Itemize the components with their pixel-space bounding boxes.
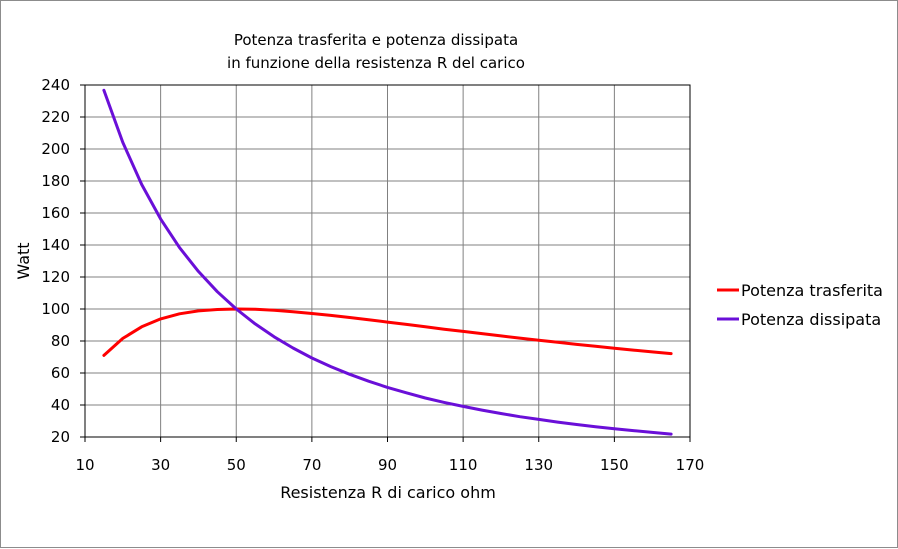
x-tick-label: 130 xyxy=(524,456,553,474)
series-line-potenza-trasferita xyxy=(102,307,673,357)
y-tick-label: 240 xyxy=(41,76,70,94)
x-tick-label: 10 xyxy=(75,456,94,474)
grid xyxy=(85,85,690,437)
series-line-potenza-dissipata xyxy=(102,88,673,436)
y-tick-label: 220 xyxy=(41,108,70,126)
x-tick-label: 70 xyxy=(302,456,321,474)
y-tick-labels: 20 40 60 80 100 120 140 160 180 200 220 240 xyxy=(41,76,85,446)
x-tick-labels: 10 30 50 70 90 110 130 150 170 xyxy=(75,437,704,474)
chart-title-line-2: in funzione della resistenza R del caric… xyxy=(227,54,525,72)
y-axis-label: Watt xyxy=(14,242,33,279)
legend-label: Potenza dissipata xyxy=(741,310,881,329)
y-tick-label: 40 xyxy=(51,396,70,414)
x-axis-label: Resistenza R di carico ohm xyxy=(280,483,496,502)
x-tick-label: 170 xyxy=(676,456,705,474)
y-tick-label: 80 xyxy=(51,332,70,350)
chart-title-line-1: Potenza trasferita e potenza dissipata xyxy=(234,31,518,49)
series-lines xyxy=(102,88,673,436)
x-tick-label: 110 xyxy=(449,456,478,474)
y-tick-label: 180 xyxy=(41,172,70,190)
y-tick-label: 120 xyxy=(41,268,70,286)
legend: Potenza trasferita Potenza dissipata xyxy=(717,281,883,329)
y-tick-label: 100 xyxy=(41,300,70,318)
y-tick-label: 20 xyxy=(51,428,70,446)
y-tick-label: 200 xyxy=(41,140,70,158)
y-tick-label: 160 xyxy=(41,204,70,222)
legend-label: Potenza trasferita xyxy=(741,281,883,300)
x-tick-label: 30 xyxy=(151,456,170,474)
x-tick-label: 50 xyxy=(227,456,246,474)
x-tick-label: 90 xyxy=(378,456,397,474)
y-tick-label: 60 xyxy=(51,364,70,382)
y-tick-label: 140 xyxy=(41,236,70,254)
x-tick-label: 150 xyxy=(600,456,629,474)
